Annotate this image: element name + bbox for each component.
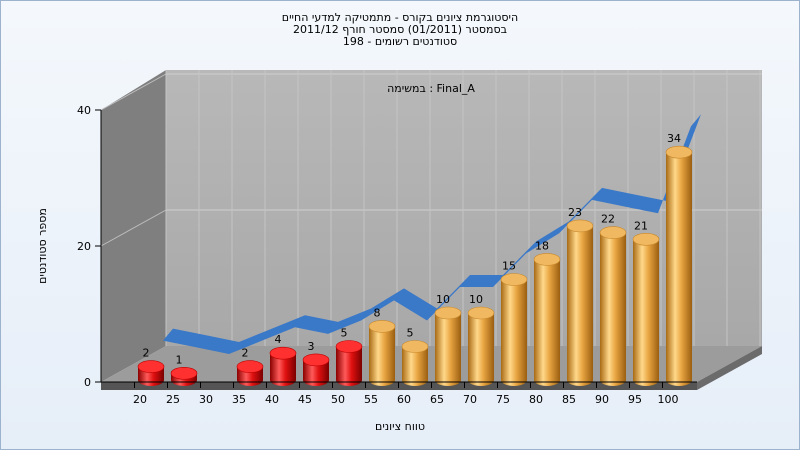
bar-value-label: 8 [374, 306, 381, 319]
bar-cap [566, 219, 594, 233]
y-tick-label: 40 [77, 104, 91, 117]
bar-value-label: 1 [176, 353, 183, 366]
bar: 2 [137, 347, 165, 386]
bar: 4 [269, 333, 297, 386]
x-tick-label: 85 [562, 393, 576, 406]
bar-body [336, 346, 362, 386]
bar-cap [236, 360, 264, 373]
bar-cap [533, 253, 561, 266]
bar-cap [467, 306, 495, 320]
bar-value-label: 23 [568, 206, 582, 219]
bar-body [567, 225, 593, 386]
bar-cap [137, 360, 165, 373]
chart-title-line-1: היסטוגרמת ציונים בקורס - מתמטיקה למדעי ה… [281, 11, 519, 24]
floor-right-edge [697, 346, 762, 390]
x-tick-label: 80 [529, 393, 543, 406]
grid-line-diag [100, 73, 167, 111]
bar-body [402, 346, 428, 386]
bar-cap [335, 340, 363, 353]
x-tick-label: 40 [265, 393, 279, 406]
chart-title-line-2: בסמסטר (01/2011) סמסטר חורף 2011/12 [293, 23, 507, 36]
bar: 2 [236, 347, 264, 386]
bar-value-label: 22 [601, 213, 615, 226]
bar-value-label: 10 [436, 293, 450, 306]
bar: 5 [335, 327, 363, 386]
bar: 34 [665, 132, 693, 386]
bar-cap [632, 233, 660, 246]
bar: 22 [599, 213, 627, 386]
x-tick-label: 65 [430, 393, 444, 406]
bar: 18 [533, 239, 561, 386]
bar-body [369, 326, 395, 386]
bar-value-label: 21 [634, 219, 648, 232]
bar: 3 [302, 340, 330, 386]
bar-cap [302, 353, 330, 367]
gridlines [100, 70, 762, 346]
bar-value-label: 5 [341, 327, 348, 340]
y-tick-label: 0 [84, 376, 91, 389]
bar-value-label: 34 [667, 132, 681, 145]
bar-body [534, 259, 560, 386]
bar-cap [665, 145, 693, 159]
x-tick-label: 35 [232, 393, 246, 406]
bar: 8 [368, 306, 396, 386]
x-tick-label: 45 [298, 393, 312, 406]
bar-body [435, 313, 461, 386]
bar-value-label: 2 [143, 347, 150, 360]
bar: 5 [401, 327, 429, 386]
bar-cap [434, 306, 462, 320]
x-tick-label: 70 [463, 393, 477, 406]
y-axis-label: מספר סטודנטים [36, 208, 49, 284]
bar-value-label: 2 [242, 347, 249, 360]
bar: 15 [500, 260, 528, 386]
annotation-label: במשימה : Final_A [387, 82, 475, 95]
x-tick-label: 20 [133, 393, 147, 406]
bar: 1 [170, 353, 198, 386]
bar: 21 [632, 219, 660, 386]
bar-cap [368, 320, 396, 333]
x-tick-label: 60 [397, 393, 411, 406]
x-tick-label: 50 [331, 393, 345, 406]
bar-body [270, 353, 296, 386]
y-tick-label: 20 [77, 240, 91, 253]
bar-body [303, 359, 329, 386]
bar-body [468, 313, 494, 386]
chart-title-line-3: סטודנטים רשומים - 198 [342, 35, 458, 48]
trend-ribbon [163, 114, 701, 354]
bar-body [633, 239, 659, 386]
bar: 10 [467, 293, 495, 386]
trend-ribbon-band [163, 114, 701, 354]
grid-line-diag [100, 209, 167, 247]
floor [101, 346, 762, 382]
x-tick-label: 95 [628, 393, 642, 406]
left-wall [101, 70, 166, 382]
bar-body [600, 232, 626, 386]
x-axis-ticks: 20 25 30 35 40 45 50 55 60 65 70 75 80 85 90 95 100 [133, 382, 679, 406]
x-tick-label: 100 [658, 393, 679, 406]
x-tick-label: 25 [166, 393, 180, 406]
bar-body [501, 279, 527, 386]
x-tick-label: 55 [364, 393, 378, 406]
bar-value-label: 15 [502, 260, 516, 273]
y-axis-ticks: 0 20 40 [77, 104, 101, 389]
bar-cap [500, 273, 528, 286]
bar-cap [599, 226, 627, 239]
bar: 23 [566, 206, 594, 386]
x-tick-label: 30 [199, 393, 213, 406]
bar-body [666, 152, 692, 386]
bar-value-label: 18 [535, 239, 549, 252]
bar-cap [269, 346, 297, 360]
x-tick-label: 90 [595, 393, 609, 406]
x-axis-label: טווח ציונים [375, 420, 425, 433]
x-tick-label: 75 [496, 393, 510, 406]
bar-value-label: 3 [308, 340, 315, 353]
bar-cap [170, 366, 198, 380]
bar-value-label: 5 [407, 327, 414, 340]
bar-value-label: 4 [275, 333, 282, 346]
bar-cap [401, 340, 429, 353]
bar: 10 [434, 293, 462, 386]
bar-value-label: 10 [469, 293, 483, 306]
